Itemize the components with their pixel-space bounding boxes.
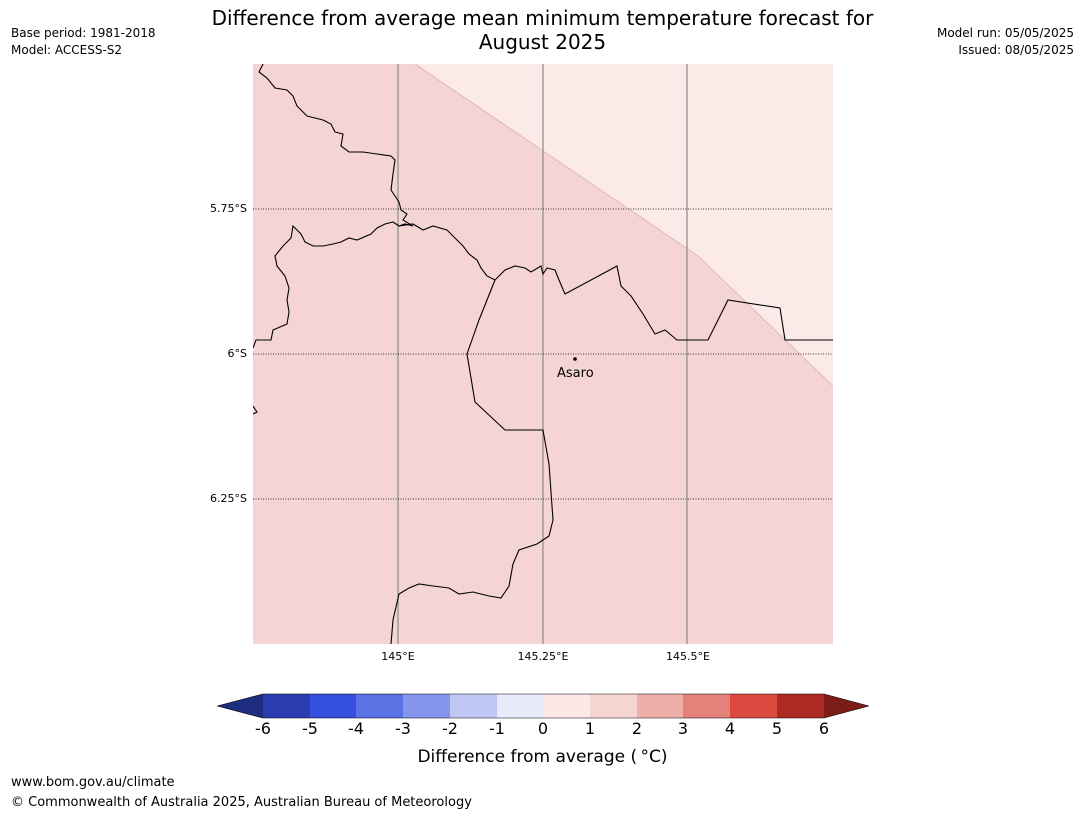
boundary-north	[253, 64, 414, 349]
model-name: Model: ACCESS-S2	[11, 43, 123, 57]
lat-label-6-25: 6.25°S	[210, 492, 247, 505]
colorbar-tick: -3	[395, 719, 411, 738]
colorbar-tick: -5	[302, 719, 318, 738]
meta-left: Base period: 1981-2018 Model: ACCESS-S2	[11, 25, 156, 59]
contour-line	[414, 64, 833, 387]
colorbar-tick: 3	[677, 719, 689, 738]
colorbar	[217, 693, 869, 719]
colorbar-tick: -6	[255, 719, 271, 738]
lat-label-5-75: 5.75°S	[210, 202, 247, 215]
colorbar-seg-3	[356, 694, 403, 718]
colorbar-seg-10	[683, 694, 730, 718]
colorbar-seg-5	[450, 694, 497, 718]
lon-label-145: 145°E	[381, 650, 415, 663]
colorbar-seg-4	[403, 694, 450, 718]
title-line-1: Difference from average mean minimum tem…	[211, 6, 874, 30]
colorbar-tick: 4	[724, 719, 736, 738]
footer-url: www.bom.gov.au/climate	[11, 775, 175, 790]
boundary-asaro-west	[390, 279, 554, 644]
colorbar-tick: -4	[348, 719, 364, 738]
asaro-label: Asaro	[557, 366, 594, 381]
boundary-ridge	[398, 223, 833, 341]
meta-right: Model run: 05/05/2025 Issued: 08/05/2025	[937, 25, 1074, 59]
parallel-lines	[253, 208, 833, 500]
anomaly-fill-light	[415, 64, 833, 386]
colorbar-tick: 2	[631, 719, 643, 738]
colorbar-tick: -2	[442, 719, 458, 738]
colorbar-tick: -1	[489, 719, 505, 738]
title-line-2: August 2025	[478, 30, 607, 54]
colorbar-seg-2	[310, 694, 356, 718]
colorbar-seg-12	[777, 694, 824, 718]
colorbar-seg-8	[590, 694, 637, 718]
colorbar-tick: 5	[771, 719, 783, 738]
colorbar-tick: 6	[818, 719, 830, 738]
colorbar-extend-high	[824, 694, 869, 718]
colorbar-seg-11	[730, 694, 777, 718]
boundary-west-stub	[253, 405, 258, 415]
colorbar-extend-low	[217, 694, 263, 718]
lat-label-6: 6°S	[227, 347, 247, 360]
issued-date: Issued: 08/05/2025	[958, 43, 1074, 57]
model-run: Model run: 05/05/2025	[936, 26, 1074, 40]
lon-label-145-5: 145.5°E	[666, 650, 710, 663]
colorbar-seg-1	[263, 694, 310, 718]
colorbar-seg-7	[543, 694, 590, 718]
footer-copyright: © Commonwealth of Australia 2025, Austra…	[11, 795, 472, 810]
colorbar-label: Difference from average ( °C)	[417, 747, 668, 767]
map-title: Difference from average mean minimum tem…	[0, 6, 1085, 54]
colorbar-tick: 0	[537, 719, 549, 738]
colorbar-seg-6	[497, 694, 543, 718]
province-boundaries	[253, 64, 833, 644]
base-period: Base period: 1981-2018	[11, 26, 156, 40]
colorbar-tick: 1	[584, 719, 596, 738]
colorbar-outline	[217, 693, 869, 719]
asaro-marker	[573, 357, 577, 361]
forecast-map: Asaro	[253, 64, 833, 644]
lon-label-145-25: 145.25°E	[517, 650, 569, 663]
colorbar-seg-9	[637, 694, 683, 718]
